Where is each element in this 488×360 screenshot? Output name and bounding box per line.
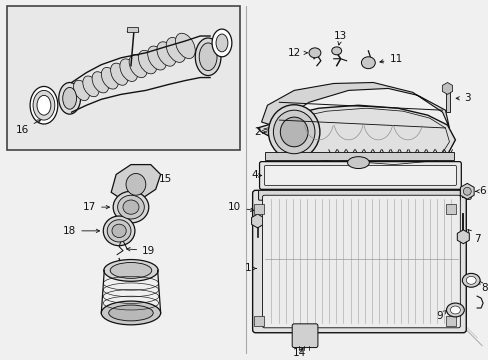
Bar <box>253 204 263 214</box>
Ellipse shape <box>138 50 157 74</box>
Bar <box>446 316 455 326</box>
Bar <box>445 90 449 112</box>
Ellipse shape <box>126 174 145 195</box>
Ellipse shape <box>110 63 128 85</box>
Ellipse shape <box>129 55 147 78</box>
Polygon shape <box>257 105 454 167</box>
Text: 13: 13 <box>333 31 346 45</box>
Text: 8: 8 <box>478 280 487 293</box>
Ellipse shape <box>446 303 463 317</box>
Ellipse shape <box>110 262 151 278</box>
Bar <box>127 27 138 32</box>
Ellipse shape <box>268 105 319 159</box>
Ellipse shape <box>466 276 475 284</box>
Text: 6: 6 <box>475 186 485 196</box>
Ellipse shape <box>195 38 221 76</box>
Ellipse shape <box>216 34 227 52</box>
Text: 15: 15 <box>158 175 172 184</box>
Text: 5: 5 <box>465 192 471 202</box>
Bar <box>264 152 453 159</box>
Ellipse shape <box>108 305 153 321</box>
FancyBboxPatch shape <box>258 190 459 200</box>
Ellipse shape <box>73 80 89 100</box>
Ellipse shape <box>449 306 459 314</box>
Ellipse shape <box>461 273 479 287</box>
Text: 16: 16 <box>16 120 41 135</box>
Ellipse shape <box>103 216 135 246</box>
Ellipse shape <box>101 301 161 325</box>
Ellipse shape <box>166 37 185 62</box>
Text: 4: 4 <box>251 171 261 180</box>
Ellipse shape <box>103 260 158 281</box>
Ellipse shape <box>82 76 99 97</box>
Ellipse shape <box>120 59 137 81</box>
Ellipse shape <box>462 187 470 195</box>
Ellipse shape <box>273 110 314 154</box>
Ellipse shape <box>101 67 118 89</box>
Text: 18: 18 <box>63 226 100 236</box>
Ellipse shape <box>147 46 166 70</box>
Ellipse shape <box>361 57 374 69</box>
Text: 3: 3 <box>455 93 469 103</box>
FancyBboxPatch shape <box>262 195 459 328</box>
Bar <box>253 316 263 326</box>
Ellipse shape <box>112 224 126 238</box>
Text: 2: 2 <box>254 127 266 137</box>
Polygon shape <box>261 82 448 128</box>
Ellipse shape <box>212 29 231 57</box>
Ellipse shape <box>92 72 108 93</box>
Bar <box>246 6 480 352</box>
Ellipse shape <box>347 157 368 168</box>
FancyBboxPatch shape <box>259 162 460 189</box>
Text: 17: 17 <box>82 202 109 212</box>
Ellipse shape <box>157 42 176 66</box>
Ellipse shape <box>122 200 139 214</box>
Polygon shape <box>111 165 161 202</box>
Bar <box>446 204 455 214</box>
Text: 7: 7 <box>467 230 480 244</box>
Text: 12: 12 <box>287 48 306 58</box>
Ellipse shape <box>62 87 77 109</box>
Ellipse shape <box>113 191 148 223</box>
Ellipse shape <box>308 48 320 58</box>
Ellipse shape <box>280 117 307 147</box>
Text: 9: 9 <box>435 311 446 321</box>
Text: 11: 11 <box>379 54 402 64</box>
Ellipse shape <box>30 86 58 124</box>
FancyBboxPatch shape <box>292 324 317 347</box>
Bar <box>7 6 239 150</box>
Text: 10: 10 <box>228 202 253 212</box>
Ellipse shape <box>199 43 217 71</box>
Ellipse shape <box>331 47 341 55</box>
Text: 14: 14 <box>292 347 305 357</box>
Ellipse shape <box>59 82 81 114</box>
Text: 1: 1 <box>244 264 256 274</box>
Ellipse shape <box>107 220 131 242</box>
FancyBboxPatch shape <box>264 166 455 185</box>
FancyBboxPatch shape <box>252 190 466 333</box>
Ellipse shape <box>33 90 55 120</box>
Text: 19: 19 <box>126 246 155 256</box>
Ellipse shape <box>118 195 144 219</box>
Ellipse shape <box>37 95 51 115</box>
Ellipse shape <box>175 33 195 59</box>
